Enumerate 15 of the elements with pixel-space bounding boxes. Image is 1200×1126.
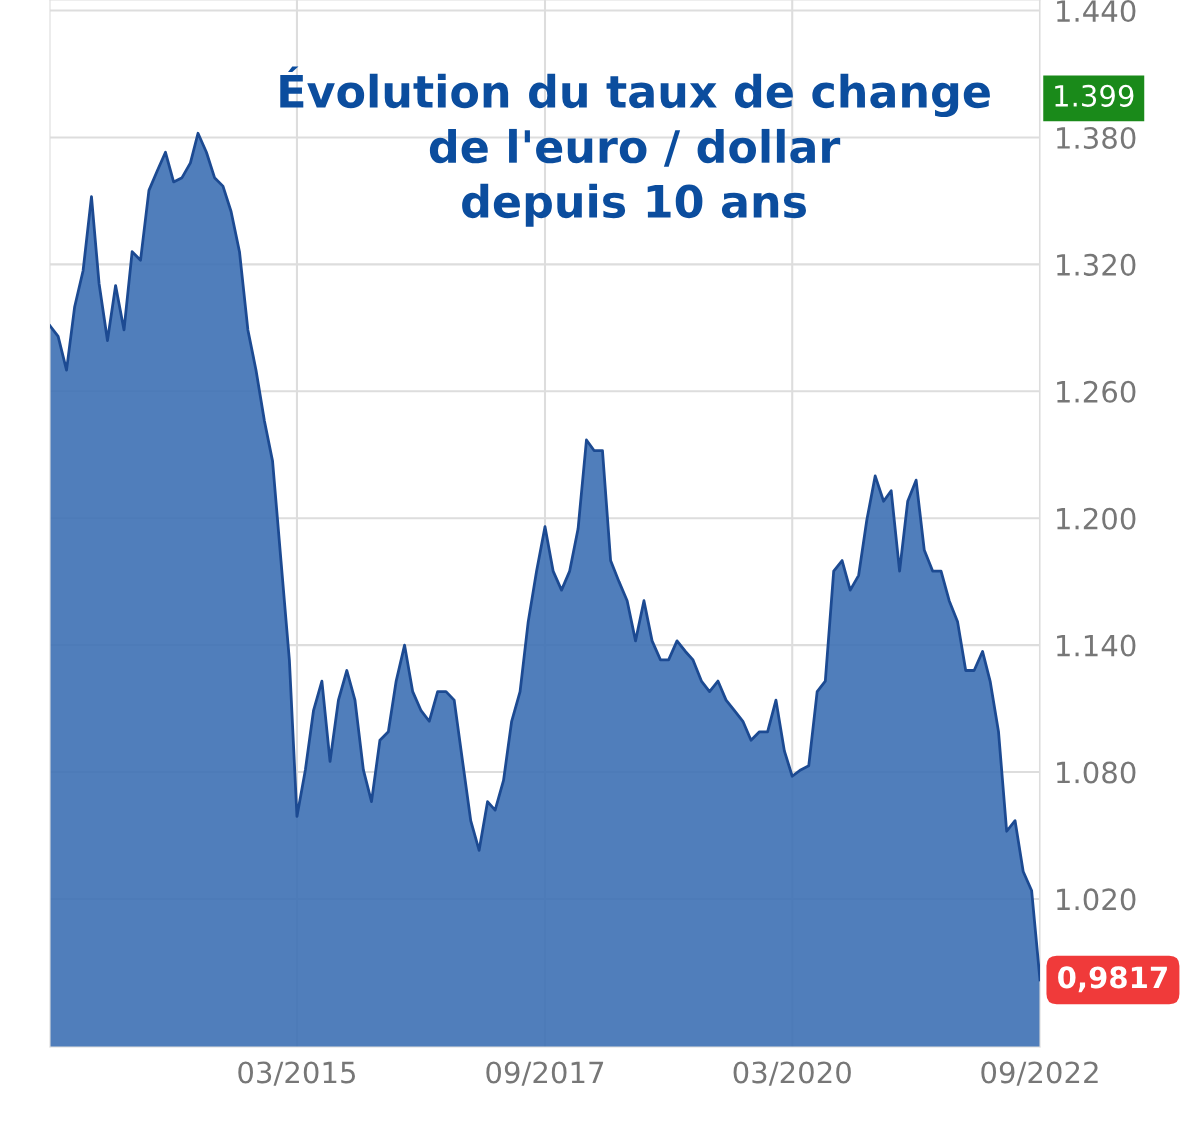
y-tick-label: 1.380	[1057, 126, 1136, 149]
x-tick-label: 03/2020	[733, 1061, 851, 1086]
y-tick-label: 1.200	[1057, 507, 1136, 530]
x-tick-label: 09/2022	[981, 1061, 1098, 1086]
y-tick-label: 1.440	[1057, 0, 1136, 23]
y-tick-label: 1.020	[1057, 888, 1136, 911]
annotation: 0,9817	[1058, 966, 1167, 993]
x-tick-label: 03/2015	[238, 1061, 355, 1086]
text: Évolution du taux de change de l'euro / dollar depuis 10 ans	[280, 66, 990, 227]
y-tick-label: 1.260	[1057, 380, 1136, 403]
y-tick-label: 1.080	[1057, 761, 1136, 784]
text: 1.399	[1055, 84, 1134, 107]
x-tick-label: 09/2017	[486, 1061, 604, 1086]
y-tick-label: 1.320	[1057, 253, 1136, 276]
y-tick-label: 1.140	[1057, 634, 1136, 657]
